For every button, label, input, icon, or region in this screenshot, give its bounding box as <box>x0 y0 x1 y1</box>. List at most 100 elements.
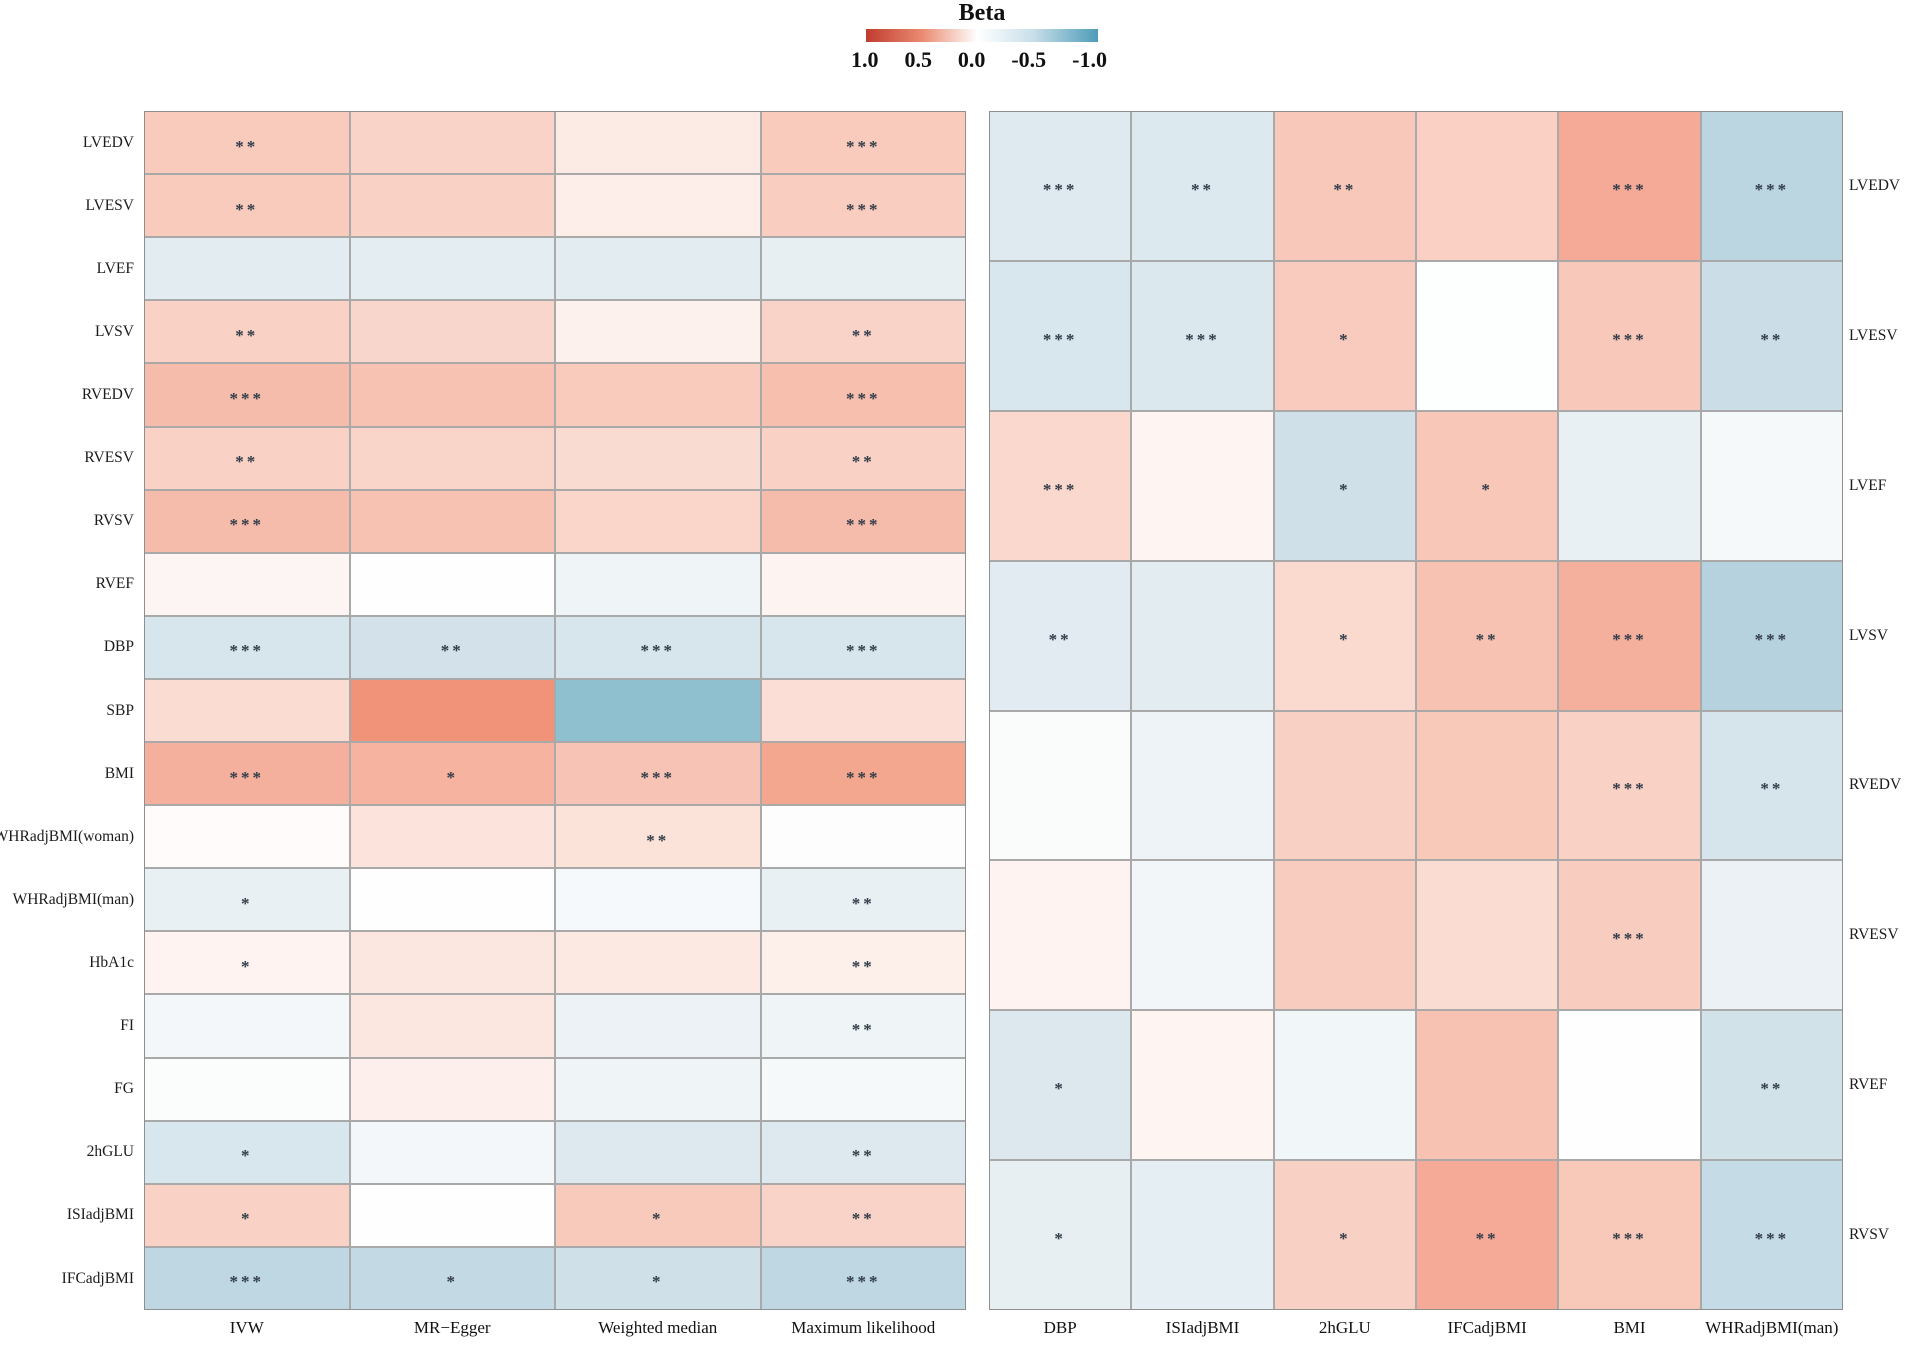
heatmap-cell <box>350 679 554 742</box>
column-label: BMI <box>1613 1318 1646 1337</box>
heatmap-cell <box>1274 861 1415 1010</box>
heatmap-cell: * <box>1274 411 1415 560</box>
heatmap-cell: ** <box>145 175 349 237</box>
significance-stars: ** <box>1760 779 1784 799</box>
significance-stars: ** <box>1190 179 1214 199</box>
heatmap-cell: *** <box>761 616 965 678</box>
significance-stars: * <box>241 956 253 976</box>
heatmap-cell <box>556 679 760 742</box>
heatmap-cell: * <box>350 743 554 805</box>
heatmap-cell <box>1416 112 1558 260</box>
heatmap-cell <box>556 364 760 426</box>
significance-stars: ** <box>851 956 875 976</box>
heatmap-cell <box>556 1121 760 1183</box>
heatmap-cell <box>350 806 554 868</box>
heatmap-cell <box>145 679 349 742</box>
heatmap-cell: *** <box>761 175 965 237</box>
significance-stars: ** <box>851 1020 875 1040</box>
heatmap-cell: ** <box>556 806 760 868</box>
heatmap-cell <box>1416 261 1558 410</box>
significance-stars: *** <box>229 388 264 408</box>
heatmap-cell: *** <box>1559 861 1700 1010</box>
heatmap-cell: * <box>145 1121 349 1183</box>
heatmap-cell <box>761 806 965 868</box>
heatmap-cell: ** <box>145 301 349 363</box>
heatmap-cell: *** <box>1559 711 1700 860</box>
row-label: RVESV <box>1849 926 1899 944</box>
row-label: RVEDV <box>1849 776 1902 794</box>
heatmap-cell <box>1416 1011 1558 1160</box>
heatmap-cell: ** <box>761 995 965 1057</box>
column-label: DBP <box>1043 1318 1077 1337</box>
heatmap-cell <box>1132 561 1273 710</box>
significance-stars: *** <box>229 767 264 787</box>
significance-stars: *** <box>1042 329 1078 349</box>
row-label: RVSV <box>1849 1226 1890 1244</box>
heatmap-cell: ** <box>1701 1011 1842 1160</box>
significance-stars: ** <box>235 325 259 345</box>
heatmap-cell <box>1132 411 1273 560</box>
heatmap-cell <box>1274 1011 1415 1160</box>
heatmap-cell <box>350 427 554 489</box>
significance-stars: * <box>1054 1229 1066 1249</box>
heatmap-cell: *** <box>1701 1161 1842 1309</box>
heatmap-cell: *** <box>761 490 965 552</box>
significance-stars: *** <box>846 136 881 156</box>
heatmap-cell: * <box>556 1247 760 1309</box>
heatmap-cell <box>1416 711 1558 860</box>
significance-stars: *** <box>1612 779 1647 799</box>
significance-stars: *** <box>229 1272 264 1292</box>
heatmap-cell: *** <box>761 112 965 174</box>
row-label: LVEDV <box>82 133 134 151</box>
significance-stars: ** <box>440 641 464 661</box>
heatmap-cell <box>350 301 554 363</box>
heatmap-cell <box>556 301 760 363</box>
significance-stars: * <box>241 1146 253 1166</box>
heatmap-cell: ** <box>145 427 349 489</box>
heatmap-cell: ** <box>1701 261 1842 410</box>
significance-stars: *** <box>1754 629 1790 649</box>
heatmap-cell <box>556 490 760 552</box>
heatmap-cell <box>145 553 349 615</box>
significance-stars: * <box>1339 1229 1351 1249</box>
legend-tick: 1.0 <box>851 47 879 72</box>
heatmap-cell <box>350 869 554 931</box>
heatmap-cell: *** <box>1559 1161 1700 1309</box>
heatmap-cell: *** <box>1559 112 1700 260</box>
heatmap-cell <box>1701 861 1842 1010</box>
significance-stars: *** <box>229 515 264 535</box>
heatmap-cell: * <box>350 1247 554 1309</box>
heatmap-cell <box>556 1058 760 1120</box>
significance-stars: * <box>446 1272 458 1292</box>
significance-stars: ** <box>1475 1229 1499 1249</box>
heatmap-cell <box>990 861 1131 1010</box>
heatmap-cell: *** <box>556 743 760 805</box>
significance-stars: * <box>241 893 253 913</box>
heatmap-cell <box>1132 711 1273 860</box>
row-label: FG <box>114 1080 134 1098</box>
significance-stars: *** <box>1754 1229 1790 1249</box>
heatmap-cell: ** <box>761 1184 965 1246</box>
significance-stars: *** <box>1612 179 1647 199</box>
significance-stars: *** <box>640 641 675 661</box>
heatmap-cell <box>145 238 349 300</box>
heatmap-cell: ** <box>1132 112 1273 260</box>
significance-stars: ** <box>1760 329 1784 349</box>
heatmap-cell <box>1132 1011 1273 1160</box>
heatmap-cell: * <box>145 932 349 994</box>
heatmap-cell <box>350 238 554 300</box>
legend-tick-labels: 1.0 0.5 0.0 -0.5 -1.0 <box>851 47 1107 73</box>
heatmap-cell: * <box>145 869 349 931</box>
significance-stars: ** <box>235 136 259 156</box>
column-label: WHRadjBMI(man) <box>1705 1318 1839 1337</box>
significance-stars: *** <box>1185 329 1220 349</box>
heatmap-cell: * <box>1416 411 1558 560</box>
column-label: Weighted median <box>598 1318 718 1337</box>
heatmap-cell <box>990 711 1131 860</box>
significance-stars: ** <box>851 452 875 472</box>
heatmap-cell <box>1274 711 1415 860</box>
heatmap-cell: ** <box>1701 711 1842 860</box>
row-label: RVSV <box>93 512 134 530</box>
heatmap-cell: * <box>145 1184 349 1246</box>
